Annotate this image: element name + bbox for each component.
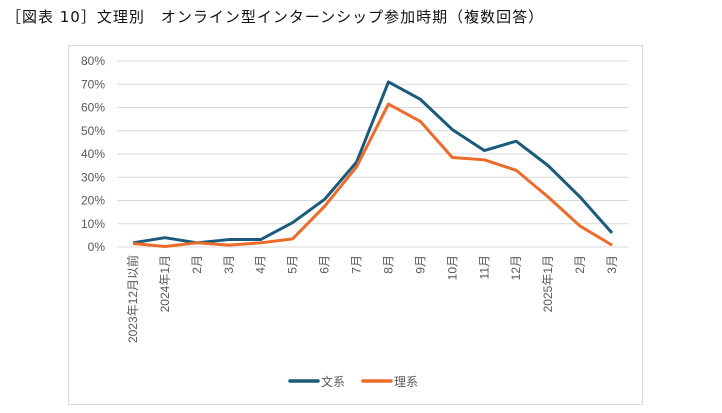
y-tick-label: 0% xyxy=(88,240,106,254)
x-tick-label: 3月 xyxy=(222,255,236,274)
chart-title: ［図表 10］文理別 オンライン型インターンシップ参加時期（複数回答） xyxy=(6,8,545,26)
legend-label: 文系 xyxy=(321,374,345,389)
x-tick-label: 10月 xyxy=(445,255,459,280)
x-tick-label: 8月 xyxy=(381,255,395,274)
chart-frame xyxy=(68,45,643,405)
y-tick-label: 10% xyxy=(81,217,105,231)
x-tick-label: 11月 xyxy=(477,255,491,279)
x-tick-label: 5月 xyxy=(286,255,300,274)
y-tick-label: 70% xyxy=(81,77,105,91)
x-tick-label: 12月 xyxy=(509,255,523,280)
y-tick-label: 50% xyxy=(81,124,105,138)
x-tick-label: 3月 xyxy=(605,255,619,274)
x-tick-label: 2024年1月 xyxy=(158,255,172,312)
x-tick-label: 4月 xyxy=(254,255,268,274)
y-tick-label: 80% xyxy=(81,54,105,68)
x-tick-label: 6月 xyxy=(318,255,332,274)
x-tick-label: 2月 xyxy=(573,255,587,274)
y-tick-label: 20% xyxy=(81,194,105,208)
x-tick-label: 2月 xyxy=(190,255,204,274)
x-tick-label: 2025年1月 xyxy=(541,255,555,312)
x-tick-label: 7月 xyxy=(350,255,364,274)
series-line-1 xyxy=(132,102,613,249)
x-tick-label: 9月 xyxy=(413,255,427,274)
x-tick-label: 2023年12月以前 xyxy=(125,255,140,343)
y-tick-label: 40% xyxy=(81,147,105,161)
series-line-0 xyxy=(132,80,614,245)
legend-label: 理系 xyxy=(394,375,418,389)
y-tick-label: 30% xyxy=(81,170,105,184)
y-tick-label: 60% xyxy=(81,101,105,115)
